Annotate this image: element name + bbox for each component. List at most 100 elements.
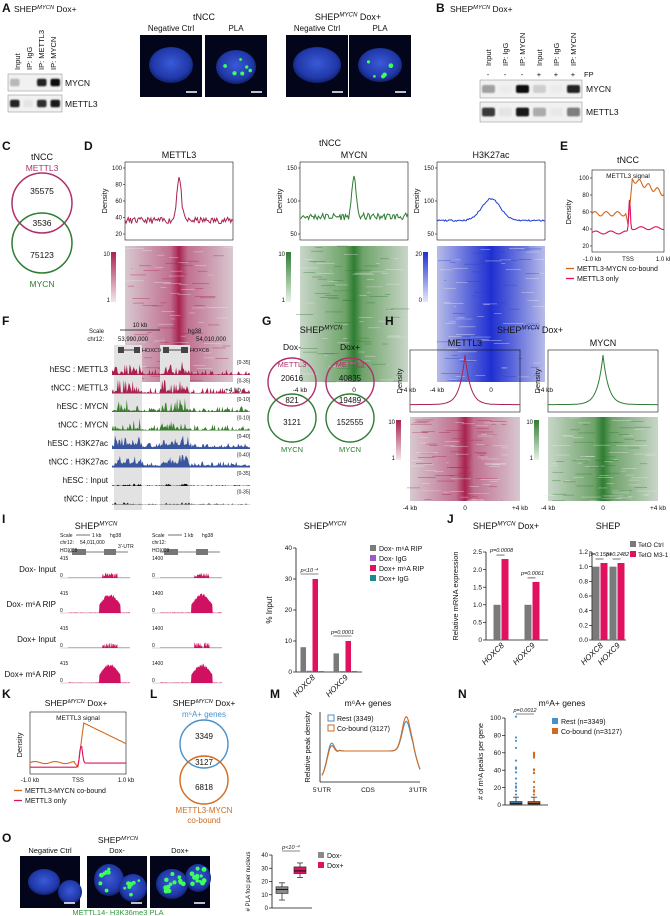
y-tick-label: 150: [287, 166, 298, 172]
label: 10 kb: [133, 323, 148, 329]
label: chr12:: [152, 540, 166, 546]
signal-track: [112, 454, 250, 468]
pla-dot: [172, 880, 177, 885]
blot-label: METTL3: [586, 107, 619, 117]
title: SHEPMYCN Dox+: [450, 4, 513, 14]
blot-label: METTL3: [65, 99, 98, 109]
pla-dot: [126, 881, 131, 886]
blot: [479, 79, 583, 99]
legend-swatch: [370, 555, 376, 561]
condition-label: Dox-: [283, 342, 301, 352]
signal-track: [160, 642, 222, 648]
y-label: Density: [100, 188, 109, 213]
fp-sign: +: [571, 70, 576, 79]
venn-label: METTL3-MYCN: [176, 806, 233, 815]
bar: [592, 566, 600, 640]
blot: [479, 101, 583, 123]
panel-letter: G: [262, 314, 271, 328]
blot-band: [482, 107, 495, 117]
outlier: [532, 789, 536, 792]
y-tick-label: 100: [579, 176, 590, 182]
track-scale: 415: [60, 556, 69, 562]
heatmap: [410, 417, 520, 501]
track-scale: 415: [60, 626, 69, 632]
x-tick-label: TSS: [622, 257, 634, 263]
pla-dot: [199, 874, 203, 878]
y-label: Density: [533, 368, 542, 393]
title: SHEPMYCN: [98, 835, 139, 845]
y-tick-label: 30: [285, 576, 293, 583]
y-tick-label: 10: [261, 893, 268, 899]
lane-label: IP: MYCN: [569, 33, 578, 66]
outlier: [532, 752, 536, 756]
blot-band: [10, 99, 20, 108]
color-scale: [286, 252, 291, 302]
pla-dot: [195, 878, 200, 883]
title-part: MYCN: [324, 325, 343, 332]
track-scale: 1400: [152, 661, 163, 667]
scale-label: 0: [419, 298, 423, 304]
title: SHEPMYCN: [75, 521, 118, 531]
track-scale: 0: [152, 573, 155, 579]
y-tick-label: 0.8: [579, 579, 588, 586]
exon: [118, 347, 124, 353]
legend-swatch: [370, 545, 376, 551]
gene-label: HOXC8: [60, 548, 77, 554]
lane-label: IP: MYCN: [518, 33, 527, 66]
y-tick-label: 1.5: [473, 584, 482, 591]
venn-circle: [325, 357, 375, 407]
x-tick-label: +4 kb: [225, 387, 241, 394]
track-range: [0-10]: [237, 416, 250, 422]
p-value: p<10⁻⁴: [281, 844, 300, 851]
title-part: SHEP: [75, 521, 100, 531]
pla-dot: [104, 888, 109, 893]
y-tick-label: 0.2: [579, 623, 588, 630]
bar: [339, 671, 345, 672]
scale-label: 1: [530, 456, 534, 462]
blot-label: MYCN: [65, 78, 90, 88]
pla-dot: [164, 877, 169, 883]
label: m⁶A+ genes: [539, 698, 586, 708]
image-label: Negative Ctrl: [294, 24, 340, 33]
legend-text: METTL3-MYCN co-bound: [577, 266, 658, 273]
scale-label: 10: [103, 252, 110, 258]
y-tick-label: 40: [582, 227, 589, 233]
x-tick-label: 0: [601, 505, 605, 512]
scale-label: 10: [388, 420, 395, 426]
y-tick-label: 40: [494, 767, 502, 774]
plot-frame: [547, 349, 659, 413]
bar: [300, 647, 306, 672]
legend-text: Co-bound (3127): [337, 726, 390, 733]
x-tick-label: CDS: [361, 787, 375, 794]
track-range: [0-10]: [237, 397, 250, 403]
track-range: [0-35]: [237, 471, 250, 477]
outlier: [532, 756, 536, 759]
title-part: MYCN: [121, 836, 139, 842]
title: SHEPMYCN Dox+: [497, 325, 563, 335]
nucleus: [216, 50, 256, 84]
pla-dot: [201, 878, 207, 883]
label: tNCC: [319, 138, 341, 148]
y-tick-label: 1.0: [579, 564, 588, 571]
label: 1 kb: [184, 533, 194, 539]
legend-text: METTL3 only: [577, 276, 619, 283]
signal-track: [112, 361, 250, 375]
signal-track: [160, 572, 222, 578]
color-scale: [534, 420, 539, 460]
group-label: SHEPMYCN Dox+: [315, 12, 381, 22]
pla-dot: [98, 881, 103, 886]
pla-dot: [240, 71, 245, 76]
lane-label: Input: [535, 48, 544, 66]
legend-swatch: [552, 728, 558, 734]
title: SHEPMYCN: [300, 325, 343, 335]
title-part: MYCN: [521, 325, 540, 332]
x-tick-label: 0: [463, 505, 467, 512]
outlier: [532, 768, 536, 771]
lane-label: Input: [13, 52, 22, 70]
title: SHEPMYCN Dox+: [473, 521, 539, 531]
legend-text: Dox- m⁶A RIP: [379, 546, 423, 553]
signal-track: [112, 483, 250, 486]
y-tick-label: 40: [115, 216, 122, 222]
y-tick-label: 80: [582, 193, 589, 199]
plot-frame: [124, 161, 234, 241]
